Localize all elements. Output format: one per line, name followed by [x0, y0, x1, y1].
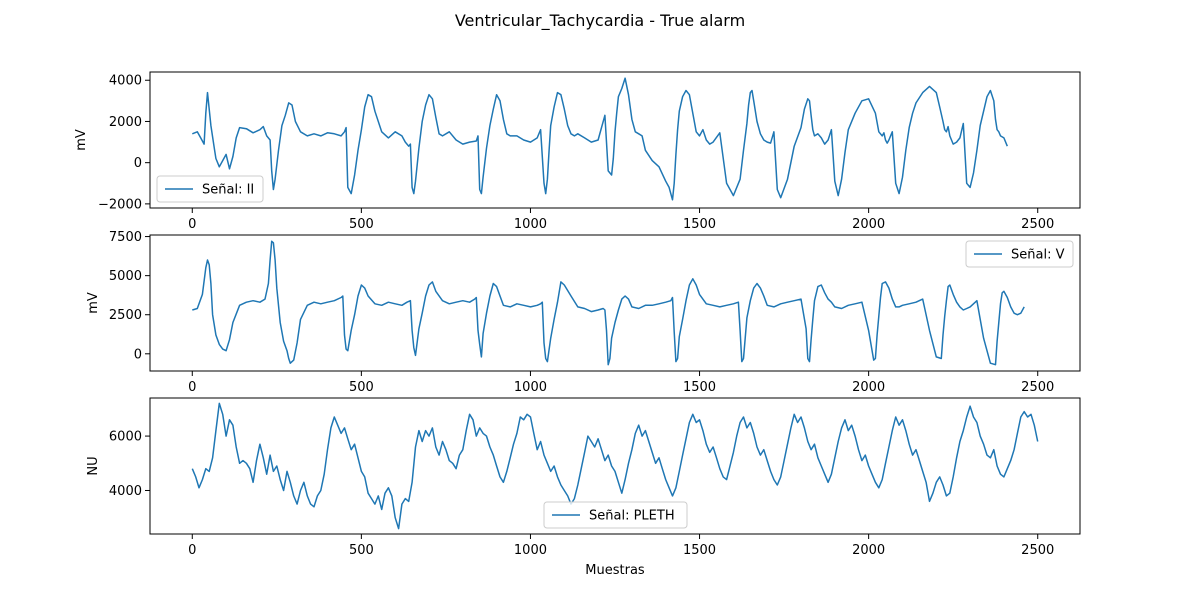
y-tick-label: 2000: [109, 115, 142, 130]
y-tick-label: 0: [134, 156, 142, 171]
x-tick-label: 500: [349, 543, 374, 558]
y-axis-label: mV: [86, 292, 101, 314]
y-tick-label: 0: [134, 347, 142, 362]
x-tick-label: 0: [188, 217, 196, 232]
legend: Señal: PLETH: [543, 501, 688, 529]
legend-box: [156, 175, 264, 203]
series-line: [192, 77, 1008, 201]
panel-signal-pleth: NU 0 500 1000 1500 2000 2500 4000 6000 Señal: PL…: [86, 397, 1081, 558]
y-tick-label: −2000: [98, 197, 142, 212]
y-tick-label: 7500: [109, 230, 142, 245]
y-axis-label: mV: [74, 129, 89, 151]
plot-area-frame: [149, 397, 1081, 535]
panel-signal-ii: mV 0 500 1000 1500 2000 2500 −2000 0 2000 4000 Señ…: [74, 71, 1081, 232]
series-line: [192, 240, 1025, 366]
legend-label: Señal: II: [202, 183, 254, 198]
x-tick-label: 2000: [852, 217, 885, 232]
legend-label: Señal: V: [1011, 248, 1065, 263]
x-tick-label: 2500: [1021, 217, 1054, 232]
x-tick-label: 1000: [514, 380, 547, 395]
x-tick-label: 1500: [683, 543, 716, 558]
legend-box: [543, 501, 688, 529]
x-tick-label: 1500: [683, 217, 716, 232]
y-tick-label: 4000: [109, 74, 142, 89]
x-tick-label: 2500: [1021, 380, 1054, 395]
x-tick-label: 0: [188, 380, 196, 395]
legend: Señal: V: [965, 240, 1074, 268]
x-tick-label: 1000: [514, 543, 547, 558]
panel-signal-v: mV 0 500 1000 1500 2000 2500 0 2500 5000 7500 Seña…: [86, 230, 1081, 395]
plot-area-frame: [149, 234, 1081, 372]
chart-title: Ventricular_Tachycardia - True alarm: [455, 11, 745, 31]
y-tick-label: 5000: [109, 269, 142, 284]
x-tick-label: 500: [349, 380, 374, 395]
series-line: [191, 402, 1039, 530]
y-tick-label: 4000: [109, 484, 142, 499]
x-tick-label: 1500: [683, 380, 716, 395]
x-tick-label: 2000: [852, 380, 885, 395]
y-axis-label: NU: [86, 456, 101, 475]
x-tick-label: 500: [349, 217, 374, 232]
y-tick-label: 6000: [109, 430, 142, 445]
x-tick-label: 2000: [852, 543, 885, 558]
x-tick-label: 1000: [514, 217, 547, 232]
legend: Señal: II: [156, 175, 264, 203]
x-axis-label: Muestras: [585, 563, 645, 578]
legend-label: Señal: PLETH: [589, 509, 675, 524]
x-tick-label: 2500: [1021, 543, 1054, 558]
legend-box: [965, 240, 1074, 268]
plot-area-frame: [149, 71, 1081, 209]
y-tick-label: 2500: [109, 308, 142, 323]
x-tick-label: 0: [188, 543, 196, 558]
